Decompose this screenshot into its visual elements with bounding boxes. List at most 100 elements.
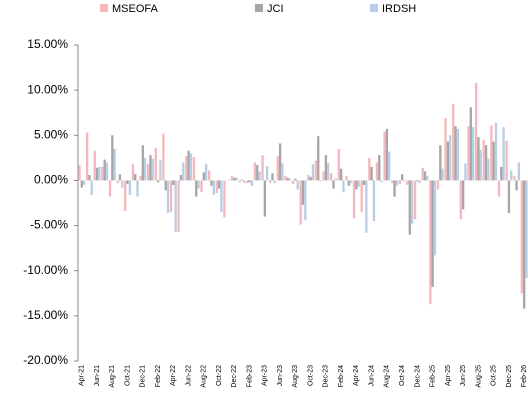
bar bbox=[172, 180, 175, 185]
bar bbox=[88, 175, 91, 181]
bar bbox=[433, 180, 437, 256]
bar bbox=[95, 167, 99, 181]
y-tick-label: -20.00% bbox=[23, 353, 68, 367]
bar bbox=[243, 180, 246, 184]
legend-swatch bbox=[370, 4, 378, 12]
bar bbox=[385, 128, 389, 181]
bar bbox=[108, 180, 112, 197]
x-tick-label: Dec-22 bbox=[231, 365, 238, 388]
bar bbox=[291, 180, 295, 185]
bar bbox=[469, 107, 472, 181]
bar bbox=[446, 141, 450, 181]
bar bbox=[444, 118, 447, 181]
bar bbox=[288, 178, 292, 181]
bar bbox=[136, 180, 139, 197]
bar bbox=[248, 180, 251, 183]
bar bbox=[471, 127, 475, 181]
bar bbox=[286, 177, 289, 181]
bar bbox=[426, 175, 429, 181]
x-tick-label: Dec-23 bbox=[323, 365, 330, 388]
bar bbox=[391, 180, 394, 184]
bar bbox=[258, 171, 261, 181]
bar bbox=[309, 176, 312, 181]
bar bbox=[202, 172, 206, 181]
bar bbox=[342, 180, 345, 193]
bar bbox=[80, 180, 83, 188]
bar bbox=[227, 179, 231, 181]
bar bbox=[126, 180, 129, 185]
bar bbox=[151, 158, 154, 181]
bar bbox=[324, 155, 328, 181]
bar bbox=[523, 180, 526, 309]
bar bbox=[238, 180, 241, 183]
bar bbox=[304, 180, 307, 221]
bar bbox=[449, 135, 452, 181]
bar bbox=[281, 163, 284, 181]
bar bbox=[347, 180, 350, 186]
x-tick-label: Aug-24 bbox=[384, 365, 391, 388]
x-tick-label: Dec-21 bbox=[140, 365, 147, 388]
bar bbox=[230, 175, 234, 181]
y-tick-label: 0.00% bbox=[34, 173, 68, 187]
x-tick-label: Oct-23 bbox=[307, 365, 314, 386]
bar bbox=[98, 166, 101, 181]
bar bbox=[85, 132, 89, 181]
bar bbox=[408, 180, 411, 235]
x-tick-label: Apr-21 bbox=[79, 365, 86, 386]
bar bbox=[400, 174, 404, 181]
bar bbox=[436, 180, 440, 190]
x-tick-label: Jun-23 bbox=[277, 365, 284, 387]
bar bbox=[301, 180, 305, 205]
bar bbox=[307, 175, 310, 181]
x-tick-label: Jun-22 bbox=[185, 365, 192, 387]
bar bbox=[520, 180, 524, 294]
bar bbox=[82, 180, 86, 185]
bar bbox=[355, 180, 358, 190]
bar bbox=[278, 143, 282, 181]
x-tick-label: Feb-24 bbox=[338, 365, 345, 387]
bar bbox=[296, 180, 299, 190]
bar bbox=[159, 159, 162, 181]
bar bbox=[177, 180, 180, 232]
bar bbox=[210, 180, 213, 186]
bar bbox=[477, 137, 480, 181]
bar bbox=[398, 180, 401, 185]
bar bbox=[330, 173, 333, 181]
bar bbox=[215, 180, 218, 194]
bar bbox=[484, 145, 488, 181]
bar bbox=[276, 156, 279, 181]
bar bbox=[345, 175, 348, 181]
bar bbox=[121, 180, 124, 188]
bar bbox=[352, 180, 356, 219]
bar bbox=[319, 180, 322, 182]
bar bbox=[421, 167, 424, 181]
bar bbox=[189, 153, 193, 181]
bar bbox=[185, 156, 188, 181]
bar bbox=[103, 159, 106, 181]
bar bbox=[505, 140, 508, 181]
bar bbox=[459, 180, 463, 220]
bar bbox=[101, 166, 104, 181]
legend-swatch bbox=[100, 4, 108, 12]
bar bbox=[395, 180, 398, 186]
bar bbox=[78, 165, 81, 181]
bar bbox=[250, 180, 254, 186]
bar bbox=[266, 165, 269, 181]
x-tick-label: Oct-21 bbox=[124, 365, 131, 386]
bar bbox=[149, 155, 152, 181]
bar bbox=[154, 147, 157, 181]
bar bbox=[418, 180, 421, 184]
bar bbox=[362, 180, 366, 185]
bar bbox=[406, 180, 409, 185]
bar bbox=[269, 180, 272, 184]
bar bbox=[479, 149, 482, 181]
bar bbox=[162, 133, 165, 181]
bar bbox=[116, 180, 119, 184]
bar bbox=[179, 175, 183, 181]
bar bbox=[332, 180, 335, 189]
bar bbox=[141, 145, 144, 181]
bar bbox=[467, 126, 470, 181]
bar bbox=[118, 174, 122, 181]
bar bbox=[393, 180, 396, 197]
